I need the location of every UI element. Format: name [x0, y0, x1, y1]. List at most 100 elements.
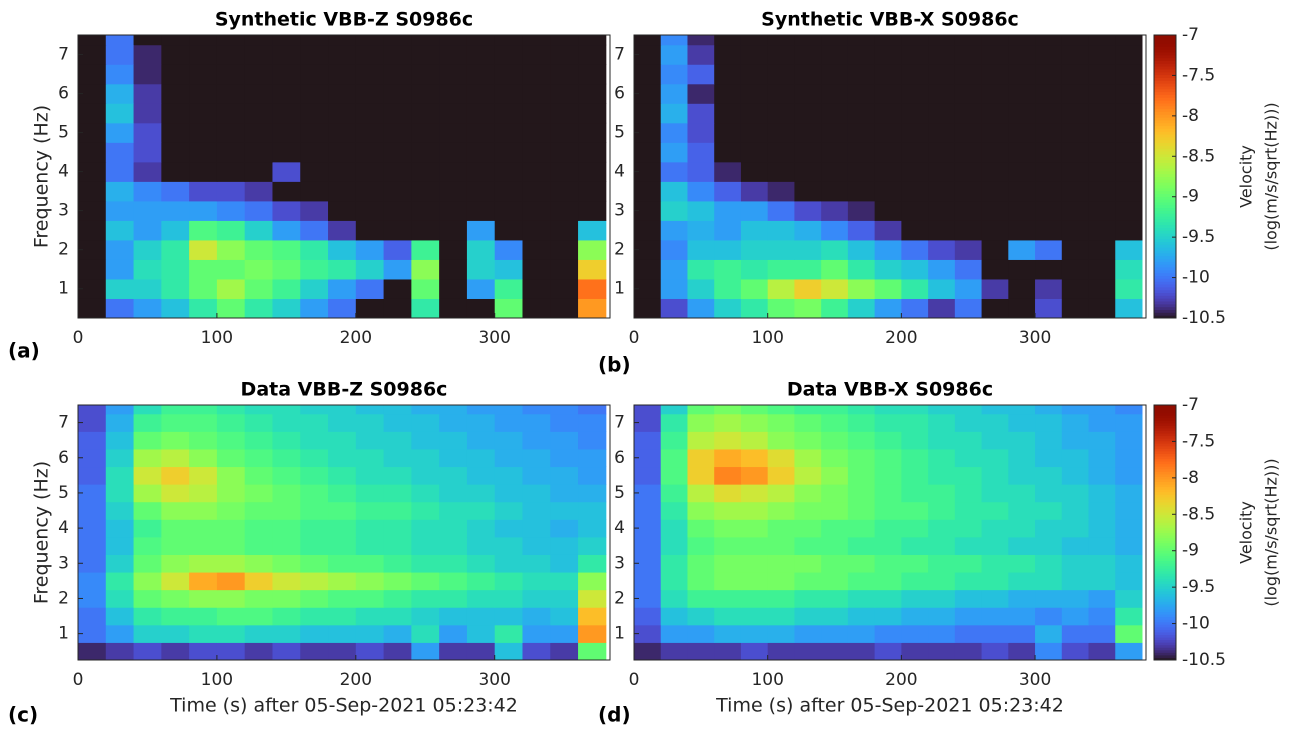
cell	[78, 44, 107, 65]
cell	[660, 83, 688, 104]
colorbar-swatch	[1154, 588, 1176, 592]
colorbar-swatch	[1154, 509, 1176, 513]
colorbar-swatch	[1154, 642, 1176, 646]
cell	[411, 200, 440, 221]
cell	[1115, 589, 1143, 608]
cell	[1061, 278, 1090, 299]
cell	[189, 35, 218, 46]
cell	[383, 484, 412, 503]
cell	[1035, 501, 1063, 520]
plot-area	[634, 405, 1143, 660]
cell	[105, 536, 135, 555]
cell	[272, 298, 301, 318]
cell	[794, 122, 822, 143]
cell	[244, 122, 273, 143]
colorbar-swatch	[1154, 637, 1176, 641]
colorbar-swatch	[1154, 199, 1176, 203]
colorbar-swatch	[1154, 624, 1176, 628]
colorbar-swatch	[1154, 654, 1176, 658]
colorbar-swatch	[1154, 142, 1176, 146]
cell	[272, 181, 301, 202]
cell	[105, 44, 135, 65]
cell	[189, 83, 218, 104]
y-tick-label: 2	[614, 588, 625, 608]
colorbar-swatch	[1154, 542, 1176, 546]
cell	[161, 161, 190, 182]
cell	[954, 624, 983, 643]
cell	[1061, 44, 1090, 65]
cell	[133, 200, 162, 221]
cell	[189, 624, 218, 643]
colorbar-tick-label: -7	[1182, 395, 1199, 415]
cell	[901, 239, 929, 260]
cell	[522, 142, 551, 163]
cell	[411, 624, 440, 643]
cell	[300, 413, 329, 432]
colorbar-tick-label: -10	[1182, 268, 1210, 288]
cell	[954, 122, 983, 143]
cell	[821, 83, 849, 104]
cell	[439, 413, 468, 432]
colorbar-swatch	[1154, 601, 1176, 605]
panel-title: Data VBB-X S0986c	[787, 379, 993, 401]
cell	[794, 405, 822, 415]
y-axis-label: Frequency (Hz)	[31, 461, 53, 604]
cell	[383, 448, 412, 468]
cell	[578, 220, 607, 241]
cell	[1061, 589, 1090, 608]
colorbar-swatch	[1154, 43, 1176, 47]
cell	[578, 413, 607, 432]
colorbar-swatch	[1154, 151, 1176, 155]
cell	[954, 259, 983, 280]
cell	[714, 239, 742, 260]
cell	[355, 259, 385, 280]
y-tick-label: 1	[614, 279, 625, 299]
cell	[355, 142, 385, 163]
colorbar-swatch	[1154, 49, 1176, 53]
colorbar-tick-label: -8	[1182, 468, 1199, 488]
colorbar-swatch	[1154, 473, 1176, 477]
cell	[550, 142, 579, 163]
colorbar-swatch	[1154, 647, 1176, 651]
cell	[439, 405, 468, 415]
cell	[687, 200, 715, 221]
cell	[439, 239, 468, 260]
colorbar-swatch	[1154, 244, 1176, 248]
cell	[981, 589, 1009, 608]
cell	[578, 103, 607, 124]
cell	[928, 519, 956, 538]
cell	[189, 519, 218, 538]
colorbar-swatch	[1154, 443, 1176, 447]
cell	[1035, 35, 1063, 46]
cell	[105, 64, 135, 85]
cell	[1061, 122, 1090, 143]
y-tick-label: 5	[614, 123, 625, 143]
cell	[954, 200, 983, 221]
cell	[216, 501, 246, 520]
axes-box	[77, 404, 611, 661]
cell	[466, 181, 496, 202]
cell	[981, 413, 1009, 432]
cell	[1088, 220, 1116, 241]
cell	[1088, 298, 1116, 318]
cell	[1115, 181, 1143, 202]
cell	[1035, 181, 1063, 202]
cell	[300, 200, 329, 221]
cell	[300, 278, 329, 299]
cell	[714, 405, 742, 415]
cell	[794, 83, 822, 104]
cell	[133, 298, 162, 318]
cell	[133, 83, 162, 104]
cell	[740, 278, 769, 299]
cell	[981, 35, 1009, 46]
cell	[439, 200, 468, 221]
cell	[767, 161, 795, 182]
cell	[874, 220, 902, 241]
cell	[161, 536, 190, 555]
colorbar-swatch	[1154, 499, 1176, 503]
cell	[847, 405, 876, 415]
axes-box	[633, 404, 1147, 661]
cell	[383, 35, 412, 46]
cell	[189, 278, 218, 299]
cell	[981, 501, 1009, 520]
